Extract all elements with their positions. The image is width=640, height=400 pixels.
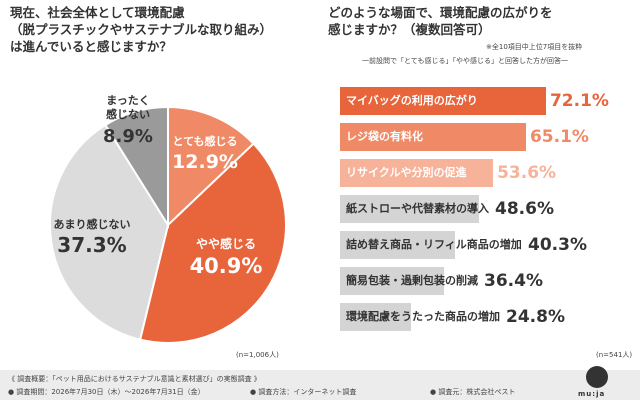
bar-row: リサイクルや分別の促進 53.6% — [340, 156, 630, 192]
left-question-line: 現在、社会全体として環境配慮 — [10, 5, 185, 20]
bar-label: 環境配慮をうたった商品の増加 — [346, 310, 500, 323]
bar-row: 環境配慮をうたった商品の増加 24.8% — [340, 300, 630, 336]
bar-row: 簡易包装・過剰包装の削減 36.4% — [340, 264, 630, 300]
right-note-2: 一前設問で「とても感じる」「やや感じる」と回答した方が回答一 — [362, 57, 568, 65]
bar-row: レジ袋の有料化 65.1% — [340, 120, 630, 156]
pie-slice-value: 40.9% — [190, 254, 263, 278]
left-question-line: は進んでいると感じますか？ — [10, 39, 172, 54]
bar-chart: マイバッグの利用の広がり 72.1% レジ袋の有料化 65.1% リサイクルや分別の促進… — [340, 84, 630, 336]
bar — [340, 87, 546, 115]
bar — [340, 231, 456, 259]
bar-value-label: 65.1% — [529, 127, 589, 147]
pie-chart: とても感じる 12.9% やや感じる 40.9% あまり感じない 37.3% まったく感じな… — [49, 94, 287, 344]
bar-label: 紙ストローや代替素材の導入 — [346, 202, 489, 215]
footer-survey-period: ● 調査期間：2026年7月30日（木）〜2026年7月31日（金） — [8, 388, 205, 396]
bar — [340, 123, 526, 151]
pie-slice-value: 12.9% — [172, 151, 238, 173]
pie-slice-label: まったく — [106, 94, 150, 107]
footer-survey-title: 《 調査概要：「ペット用品におけるサステナブル意識と素材選び」の実態調査 》 — [8, 375, 261, 383]
left-sample-size: (n=1,006人) — [236, 351, 279, 359]
right-question-line: どのような場面で、環境配慮の広がりを — [328, 5, 553, 20]
bar-value-label: 53.6% — [497, 163, 557, 183]
pie-slice-label: 感じない — [106, 107, 150, 121]
bar-value-label: 48.6% — [495, 199, 554, 219]
right-sample-size: (n=541人) — [596, 351, 633, 359]
pie-slice-label: あまり感じない — [54, 217, 131, 231]
pie-slice — [104, 105, 169, 229]
bar-row: マイバッグの利用の広がり 72.1% — [340, 84, 630, 120]
right-note-1: ※全10項目中上位7項目を抜粋 — [486, 43, 583, 51]
bar-value-label: 72.1% — [549, 91, 609, 111]
left-question: 現在、社会全体として環境配慮 （脱プラスチックやサステナブルな取り組み） は進ん… — [10, 4, 310, 55]
bar — [340, 303, 411, 331]
logo-icon — [586, 366, 608, 388]
bar-label: リサイクルや分別の促進 — [346, 166, 467, 179]
bar — [340, 195, 479, 223]
pie-slice — [167, 105, 255, 228]
pie-slice-value: 8.9% — [103, 126, 153, 147]
footer-survey-method: ● 調査方法：インターネット調査 — [250, 388, 357, 396]
bar-label: 詰め替え商品・リフィル商品の増加 — [346, 238, 522, 251]
bar-row: 紙ストローや代替素材の導入 48.6% — [340, 192, 630, 228]
bar-label: レジ袋の有料化 — [346, 130, 423, 143]
bar-value-label: 36.4% — [484, 271, 543, 291]
bar-value-label: 40.3% — [528, 235, 587, 255]
bar — [340, 159, 494, 187]
left-question-line: （脱プラスチックやサステナブルな取り組み） — [10, 22, 273, 37]
pie-slice-label: とても感じる — [172, 134, 237, 148]
pie-slice — [138, 142, 287, 344]
pie-slice-value: 37.3% — [57, 233, 126, 257]
bar-row: 詰め替え商品・リフィル商品の増加 40.3% — [340, 228, 630, 264]
footer-survey-source: ● 調査元：株式会社ペスト — [430, 388, 516, 396]
bar-label: 簡易包装・過剰包装の削減 — [346, 274, 478, 287]
right-question-line: 感じますか？（複数回答可） — [328, 22, 491, 37]
pie-slice-label: やや感じる — [196, 236, 256, 251]
bar-label: マイバッグの利用の広がり — [346, 94, 478, 107]
bar-value-label: 24.8% — [506, 307, 565, 327]
footer: 《 調査概要：「ペット用品におけるサステナブル意識と素材選び」の実態調査 》 ●… — [0, 370, 640, 400]
bar — [340, 267, 444, 295]
logo-text: mu:ja — [578, 390, 606, 398]
right-question: どのような場面で、環境配慮の広がりを 感じますか？（複数回答可） — [328, 4, 628, 38]
